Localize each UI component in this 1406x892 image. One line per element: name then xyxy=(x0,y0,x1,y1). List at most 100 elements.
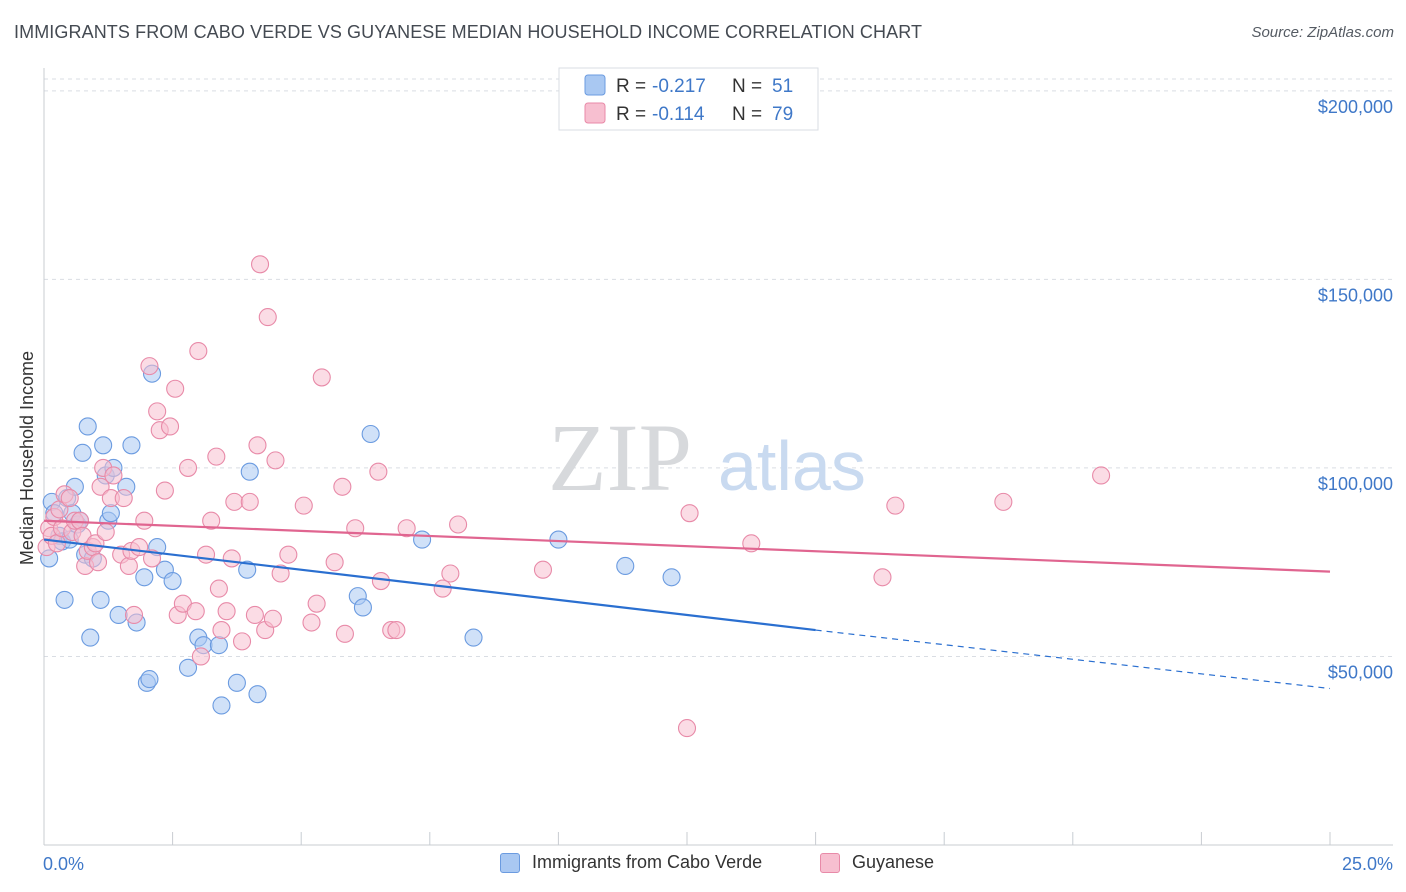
data-point-pink xyxy=(873,568,892,587)
legend-swatch-pink xyxy=(584,102,606,124)
data-point-pink xyxy=(232,632,252,651)
trend-line-pink xyxy=(43,519,1331,573)
data-point-pink xyxy=(258,308,277,327)
x-tick-label-max: 25.0% xyxy=(1342,854,1393,874)
chart-title: IMMIGRANTS FROM CABO VERDE VS GUYANESE M… xyxy=(14,22,923,42)
legend-r-value-pink: -0.114 xyxy=(652,104,705,125)
data-point-pink xyxy=(160,417,180,436)
data-point-pink xyxy=(104,466,123,485)
data-point-pink xyxy=(96,522,115,542)
data-point-pink xyxy=(191,647,210,666)
legend-n-value-pink: 79 xyxy=(772,104,793,125)
data-point-blue xyxy=(361,424,380,444)
data-point-pink xyxy=(155,481,174,500)
legend-r-label-pink: R = xyxy=(616,104,646,125)
data-point-pink xyxy=(86,534,105,553)
trend-lines xyxy=(43,519,1331,690)
data-point-pink xyxy=(60,489,79,508)
data-point-blue xyxy=(227,673,246,692)
data-point-blue xyxy=(135,568,154,587)
x-tick-label-min: 0.0% xyxy=(43,854,84,874)
watermark: ZIP atlas xyxy=(548,404,866,511)
data-point-pink xyxy=(266,451,285,470)
data-point-blue xyxy=(413,530,432,549)
trend-line-extension-blue xyxy=(815,629,1331,690)
data-point-pink xyxy=(217,602,236,621)
legend-item-guyanese: Guyanese xyxy=(820,852,934,873)
data-point-pink xyxy=(135,511,154,530)
legend-r-value-blue: -0.217 xyxy=(652,76,706,97)
data-point-blue xyxy=(73,443,92,462)
data-point-pink xyxy=(250,255,270,274)
data-point-pink xyxy=(124,605,144,625)
data-point-pink xyxy=(196,545,216,564)
data-point-pink xyxy=(140,357,159,376)
data-point-pink xyxy=(325,553,344,572)
data-point-blue xyxy=(240,462,259,481)
data-point-pink xyxy=(178,458,198,477)
data-point-blue xyxy=(549,530,568,549)
data-point-blue xyxy=(662,568,681,587)
data-point-blue xyxy=(122,436,141,455)
watermark-zip: ZIP xyxy=(548,404,692,511)
data-point-pink xyxy=(371,571,390,591)
legend-n-value-blue: 51 xyxy=(772,76,793,97)
data-point-blue xyxy=(109,605,128,625)
data-point-pink xyxy=(307,594,326,613)
data-point-pink xyxy=(433,579,452,598)
data-point-pink xyxy=(91,477,110,496)
data-point-blue xyxy=(178,658,198,677)
data-point-blue xyxy=(78,417,97,436)
y-tick-label: $50,000 xyxy=(1328,662,1393,682)
data-point-pink xyxy=(294,496,313,515)
y-tick-labels: $50,000 $100,000 $150,000 $200,000 xyxy=(1318,97,1393,683)
data-point-pink xyxy=(397,519,416,538)
data-point-pink xyxy=(70,511,90,530)
legend-n-label-pink: N = xyxy=(732,104,762,125)
data-point-pink xyxy=(312,368,331,387)
data-point-pink xyxy=(166,379,185,398)
y-tick-label: $200,000 xyxy=(1318,97,1393,117)
data-point-pink xyxy=(88,553,108,572)
legend-item-cabo-verde: Immigrants from Cabo Verde xyxy=(500,852,762,873)
data-point-blue xyxy=(140,670,159,689)
data-point-pink xyxy=(1092,466,1111,485)
legend-label-guyanese: Guyanese xyxy=(852,852,935,872)
data-point-pink xyxy=(142,549,162,568)
data-point-pink xyxy=(271,564,290,583)
data-point-pink xyxy=(994,492,1013,511)
data-point-blue xyxy=(55,590,74,609)
data-point-pink xyxy=(333,477,352,496)
data-point-pink xyxy=(119,556,138,576)
data-point-pink xyxy=(47,534,66,553)
data-point-blue xyxy=(81,628,100,647)
data-point-blue xyxy=(209,636,228,655)
y-tick-label: $100,000 xyxy=(1318,474,1393,494)
data-point-blue xyxy=(163,571,182,591)
legend-r-label-blue: R = xyxy=(616,76,646,97)
data-point-pink xyxy=(209,579,228,598)
data-point-pink xyxy=(222,549,241,568)
y-axis-label: Median Household Income xyxy=(17,351,37,565)
trend-line-blue xyxy=(43,538,816,632)
data-point-pink xyxy=(240,492,259,511)
data-point-blue xyxy=(212,696,231,715)
data-point-pink xyxy=(186,602,205,621)
data-point-pink xyxy=(677,719,697,738)
legend-swatch-cabo-verde xyxy=(500,852,520,873)
data-point-pink xyxy=(441,564,460,583)
data-point-blue xyxy=(464,628,483,647)
data-point-blue xyxy=(248,685,267,704)
data-point-pink xyxy=(302,613,321,632)
data-point-pink xyxy=(248,436,267,455)
data-point-pink xyxy=(263,609,282,628)
legend-swatch-guyanese xyxy=(820,852,840,873)
data-point-pink xyxy=(245,605,264,625)
data-point-blue xyxy=(101,504,120,523)
data-point-pink xyxy=(212,621,231,640)
legend-top: R = -0.217 N = 51 R = -0.114 N = 79 xyxy=(558,67,819,131)
data-point-blue xyxy=(91,590,110,609)
data-point-pink xyxy=(533,560,553,579)
data-point-pink xyxy=(335,624,354,643)
